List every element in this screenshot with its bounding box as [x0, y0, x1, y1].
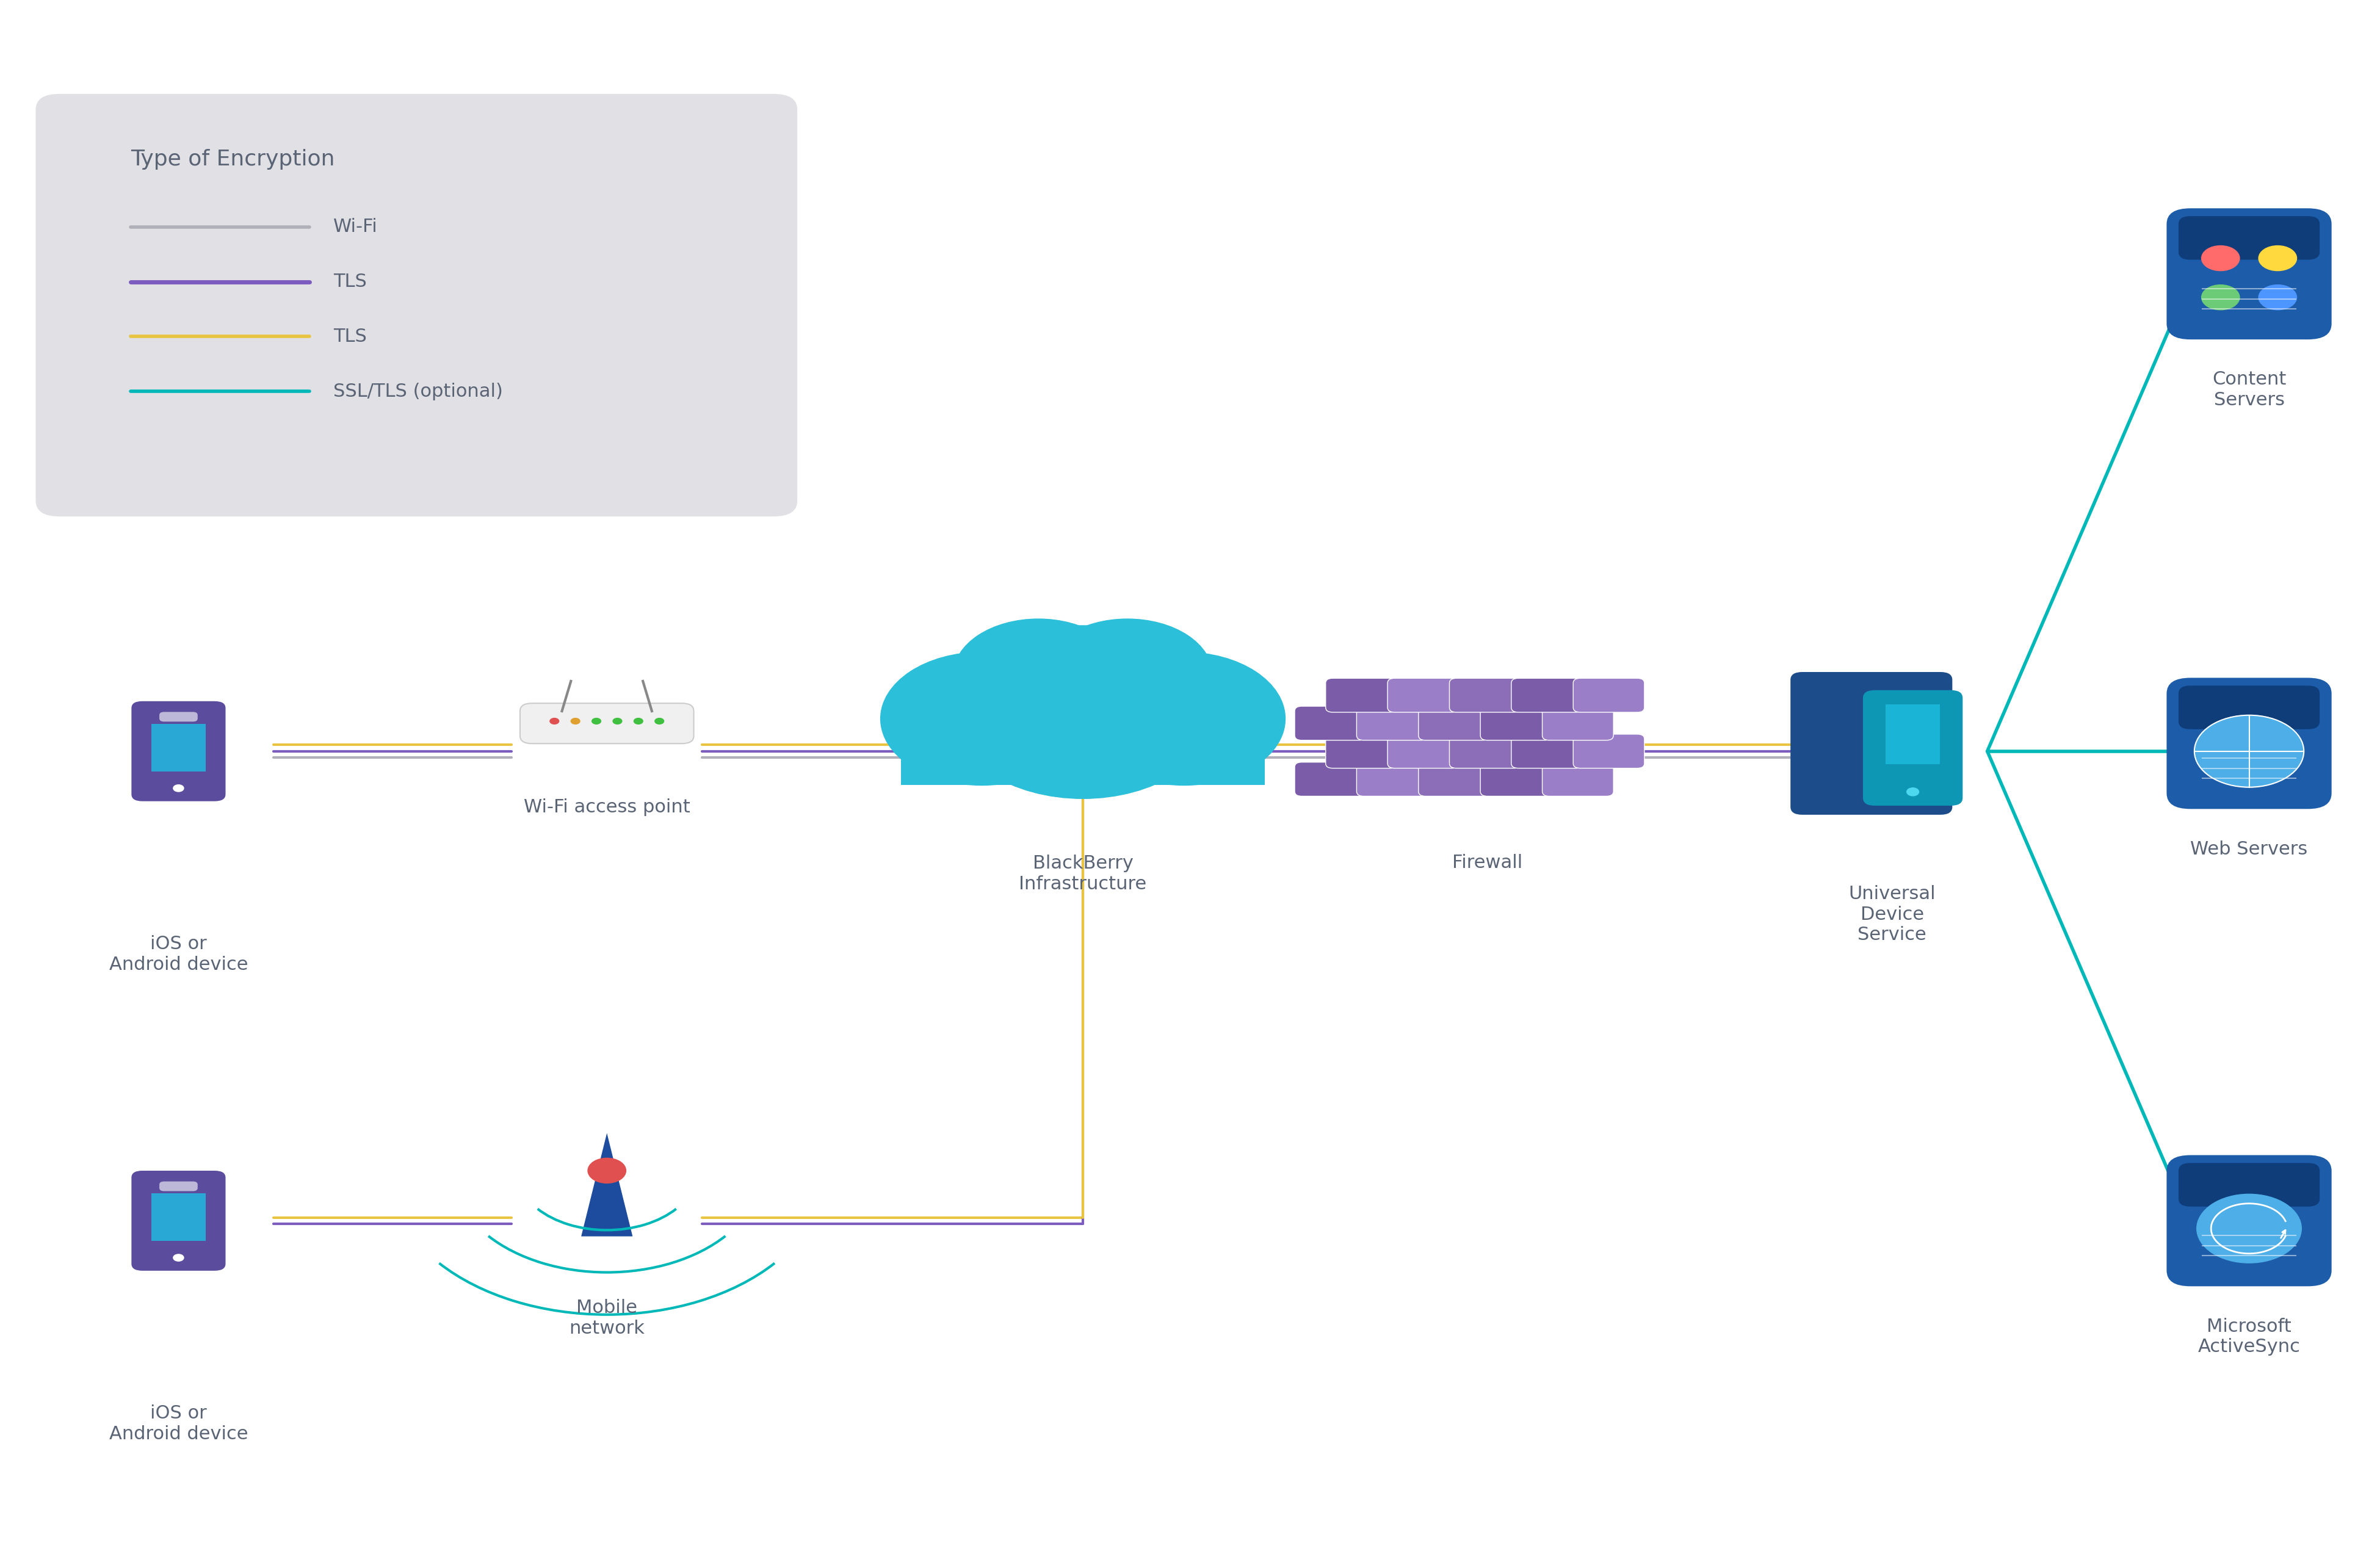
Circle shape: [954, 618, 1123, 731]
FancyBboxPatch shape: [152, 725, 205, 772]
Circle shape: [655, 718, 664, 725]
FancyBboxPatch shape: [1357, 762, 1428, 797]
FancyBboxPatch shape: [131, 701, 226, 803]
Circle shape: [2259, 246, 2297, 271]
FancyBboxPatch shape: [1573, 734, 1645, 768]
Circle shape: [981, 632, 1185, 765]
FancyBboxPatch shape: [1357, 706, 1428, 740]
FancyBboxPatch shape: [2178, 216, 2320, 260]
FancyBboxPatch shape: [1449, 734, 1521, 768]
FancyBboxPatch shape: [2166, 1155, 2332, 1286]
FancyBboxPatch shape: [1449, 678, 1521, 712]
FancyBboxPatch shape: [2178, 685, 2320, 729]
FancyBboxPatch shape: [1388, 734, 1459, 768]
Circle shape: [952, 626, 1214, 798]
Circle shape: [2202, 285, 2240, 310]
Circle shape: [550, 718, 559, 725]
FancyBboxPatch shape: [519, 703, 693, 743]
FancyBboxPatch shape: [152, 1194, 205, 1241]
Circle shape: [2197, 1194, 2301, 1263]
FancyBboxPatch shape: [1326, 734, 1397, 768]
FancyBboxPatch shape: [2178, 1163, 2320, 1207]
Circle shape: [1042, 618, 1211, 731]
FancyBboxPatch shape: [1295, 706, 1366, 740]
Text: iOS or
Android device: iOS or Android device: [109, 936, 248, 973]
FancyBboxPatch shape: [900, 718, 1266, 786]
Text: Content
Servers: Content Servers: [2211, 371, 2287, 408]
Text: Firewall: Firewall: [1452, 854, 1523, 872]
FancyBboxPatch shape: [159, 1182, 198, 1191]
FancyBboxPatch shape: [1418, 706, 1490, 740]
Circle shape: [2194, 715, 2304, 787]
Circle shape: [881, 653, 1083, 786]
FancyBboxPatch shape: [1388, 678, 1459, 712]
Text: Web Servers: Web Servers: [2190, 840, 2309, 858]
Text: Universal
Device
Service: Universal Device Service: [1849, 886, 1935, 944]
FancyBboxPatch shape: [1542, 706, 1614, 740]
Text: iOS or
Android device: iOS or Android device: [109, 1405, 248, 1443]
Text: Type of Encryption: Type of Encryption: [131, 149, 336, 169]
FancyBboxPatch shape: [2166, 208, 2332, 340]
FancyBboxPatch shape: [1885, 704, 1940, 764]
FancyBboxPatch shape: [1542, 762, 1614, 797]
FancyBboxPatch shape: [1418, 762, 1490, 797]
Text: BlackBerry
Infrastructure: BlackBerry Infrastructure: [1019, 854, 1147, 892]
FancyBboxPatch shape: [1326, 678, 1397, 712]
Circle shape: [174, 1254, 183, 1261]
FancyBboxPatch shape: [1511, 734, 1583, 768]
FancyBboxPatch shape: [1790, 671, 1952, 815]
Polygon shape: [581, 1133, 633, 1236]
FancyBboxPatch shape: [159, 712, 198, 721]
Text: Microsoft
ActiveSync: Microsoft ActiveSync: [2197, 1318, 2301, 1355]
FancyBboxPatch shape: [36, 94, 797, 516]
FancyBboxPatch shape: [1480, 706, 1552, 740]
Text: TLS: TLS: [333, 272, 367, 291]
FancyBboxPatch shape: [1511, 678, 1583, 712]
Circle shape: [1083, 653, 1285, 786]
Text: Mobile
network: Mobile network: [569, 1299, 645, 1337]
FancyBboxPatch shape: [1480, 762, 1552, 797]
Circle shape: [593, 718, 600, 725]
Circle shape: [614, 718, 621, 725]
Circle shape: [633, 718, 643, 725]
Circle shape: [1906, 787, 1918, 797]
Circle shape: [588, 1158, 626, 1183]
FancyBboxPatch shape: [1295, 762, 1366, 797]
Circle shape: [174, 784, 183, 792]
Text: SSL/TLS (optional): SSL/TLS (optional): [333, 382, 502, 401]
Text: Wi-Fi: Wi-Fi: [333, 218, 378, 236]
Circle shape: [2202, 246, 2240, 271]
FancyBboxPatch shape: [2166, 678, 2332, 809]
Circle shape: [2259, 285, 2297, 310]
FancyBboxPatch shape: [1573, 678, 1645, 712]
Circle shape: [571, 718, 581, 725]
FancyBboxPatch shape: [131, 1171, 226, 1271]
Text: Wi-Fi access point: Wi-Fi access point: [524, 798, 690, 815]
Text: TLS: TLS: [333, 327, 367, 346]
FancyBboxPatch shape: [1864, 690, 1964, 806]
